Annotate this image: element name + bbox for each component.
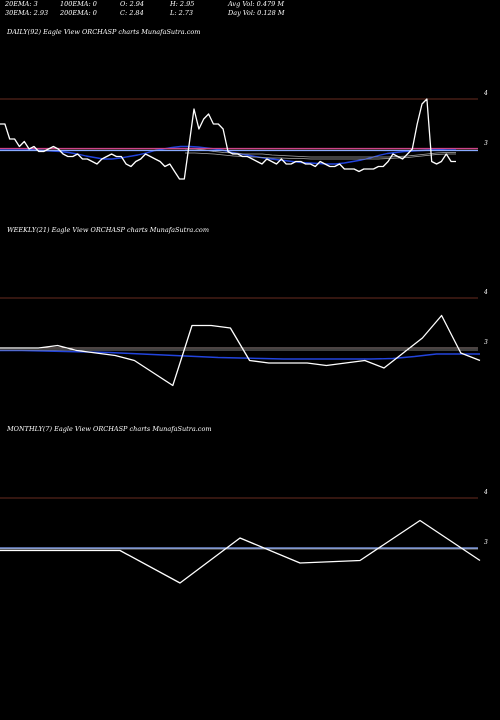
ema100-value: 100EMA: 0 — [60, 0, 97, 8]
weekly-series-price — [0, 314, 481, 387]
daily-series-ema-gray2 — [185, 152, 456, 160]
daily-tick-label-4: 4 — [483, 90, 488, 97]
monthly-series-price — [0, 519, 481, 584]
close-value: C: 2.84 — [120, 9, 144, 17]
avg-vol-value: Avg Vol: 0.479 M — [228, 0, 285, 8]
monthly-panel-title: MONTHLY(7) Eagle View ORCHASP charts Mun… — [7, 425, 212, 433]
day-vol-value: Day Vol: 0.128 M — [228, 9, 285, 17]
daily-tick-label-3: 3 — [484, 140, 488, 147]
open-value: O: 2.94 — [120, 0, 145, 8]
weekly-series-ema-blue — [0, 349, 480, 360]
monthly-tick-label-4: 4 — [483, 489, 488, 496]
monthly-tick-label-3: 3 — [484, 539, 488, 546]
weekly-tick-label-3: 3 — [484, 339, 488, 346]
weekly-tick-label-4: 4 — [483, 289, 488, 296]
ema20-value: 20EMA: 3 — [5, 0, 38, 8]
ema200-value: 200EMA: 0 — [60, 9, 97, 17]
daily-panel-title: DAILY(92) Eagle View ORCHASP charts Muna… — [7, 28, 201, 36]
high-value: H: 2.95 — [170, 0, 195, 8]
low-value: L: 2.73 — [170, 9, 194, 17]
ema30-value: 30EMA: 2.93 — [5, 9, 49, 17]
weekly-panel-title: WEEKLY(21) Eagle View ORCHASP charts Mun… — [7, 226, 210, 234]
daily-series-price — [0, 98, 456, 180]
